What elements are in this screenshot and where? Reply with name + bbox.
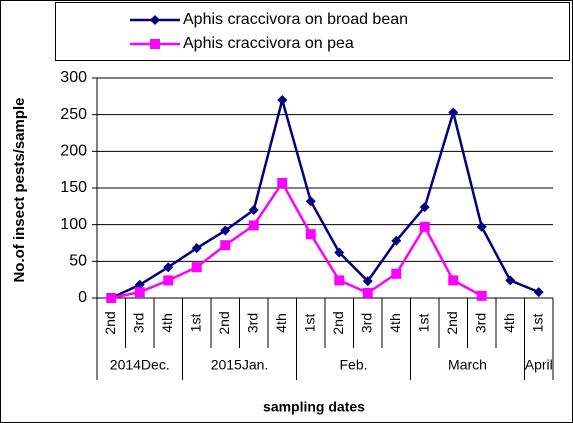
y-tick-label: 100 (60, 216, 87, 233)
legend-marker (150, 39, 160, 49)
data-point (191, 262, 202, 273)
data-point (419, 202, 430, 213)
data-point (248, 220, 259, 231)
legend-label: Aphis craccivora on broad bean (183, 11, 408, 28)
x-tick-label: 3rd (130, 313, 146, 333)
y-tick-label: 200 (60, 143, 87, 160)
data-point (391, 235, 402, 246)
group-label: 2015Jan. (211, 357, 269, 373)
x-tick-label: 4th (273, 313, 289, 332)
data-point (277, 95, 288, 105)
data-point (277, 177, 288, 188)
series-line (110, 95, 540, 300)
data-point (248, 205, 259, 215)
data-point (391, 268, 402, 279)
data-point (419, 221, 430, 232)
legend-box (55, 2, 570, 61)
data-point (220, 225, 231, 236)
data-point (476, 221, 487, 232)
data-point (305, 229, 316, 240)
x-tick-label: 2nd (102, 311, 118, 334)
data-point (106, 293, 117, 303)
data-point (448, 107, 459, 118)
data-point (362, 276, 373, 287)
data-point (533, 287, 544, 298)
legend-marker (150, 15, 160, 25)
data-point (191, 243, 202, 254)
y-tick-label: 0 (78, 289, 87, 306)
x-tick-label: 2nd (216, 311, 232, 334)
x-tick-label: 4th (387, 313, 403, 332)
group-label: Feb. (339, 357, 367, 373)
y-tick-label: 300 (60, 69, 87, 86)
data-point (134, 287, 145, 298)
x-tick-label: 2nd (444, 311, 460, 334)
data-point (362, 287, 373, 298)
y-axis-label: No.of insect pests/sample (11, 97, 28, 282)
data-point (220, 240, 231, 251)
legend-label: Aphis craccivora on pea (183, 35, 354, 52)
x-tick-label: 3rd (358, 313, 374, 333)
x-axis-label: sampling dates (263, 399, 365, 415)
data-point (163, 262, 174, 273)
data-point (163, 275, 174, 286)
y-tick-label: 150 (60, 179, 87, 196)
x-tick-label: 3rd (244, 313, 260, 333)
data-point (334, 247, 345, 258)
data-point (476, 290, 487, 301)
x-tick-label: 1st (415, 314, 431, 333)
x-tick-label: 3rd (472, 313, 488, 333)
group-label: March (448, 357, 487, 373)
data-point (305, 196, 316, 207)
x-tick-label: 1st (187, 314, 203, 333)
x-tick-label: 2nd (330, 311, 346, 334)
x-tick-label: 4th (159, 313, 175, 332)
x-tick-label: 1st (529, 314, 545, 333)
data-point (505, 275, 516, 286)
x-tick-label: 1st (301, 314, 317, 333)
data-point (448, 275, 459, 286)
y-tick-label: 250 (60, 106, 87, 123)
group-label: April (525, 357, 553, 373)
y-tick-label: 50 (69, 253, 87, 270)
group-label: 2014Dec. (110, 357, 170, 373)
x-tick-label: 4th (501, 313, 517, 332)
data-point (334, 275, 345, 286)
